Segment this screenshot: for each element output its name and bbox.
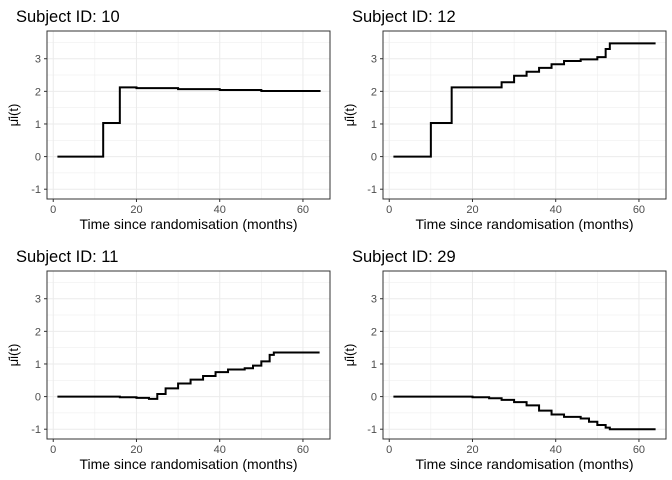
y-tick-label: 3 bbox=[35, 54, 41, 66]
x-tick-label: 0 bbox=[50, 444, 56, 456]
x-tick-label: 60 bbox=[633, 444, 645, 456]
x-tick-label: 20 bbox=[466, 444, 478, 456]
y-tick-label: 3 bbox=[371, 294, 377, 306]
x-tick-label: 60 bbox=[633, 204, 645, 216]
y-tick-label: -1 bbox=[367, 424, 377, 436]
y-tick-label: 0 bbox=[371, 152, 377, 164]
chart-svg: Subject ID: 12 0 20 40 60 -1 0 1 2 3 Time since ra… bbox=[342, 8, 667, 232]
y-tick-label: 3 bbox=[35, 294, 41, 306]
x-tick-label: 60 bbox=[297, 204, 309, 216]
gridlines bbox=[383, 31, 666, 199]
y-tick-label: 1 bbox=[35, 119, 41, 131]
x-tick-label: 40 bbox=[214, 204, 226, 216]
y-axis-label: μ̂i(t) bbox=[6, 344, 21, 367]
panel-subject-10: Subject ID: 10 0 20 40 60 -1 0 1 2 3 Time since ra… bbox=[0, 0, 336, 240]
x-tick-label: 0 bbox=[386, 204, 392, 216]
y-tick-label: 2 bbox=[35, 326, 41, 338]
panel-border bbox=[46, 270, 331, 440]
series-line bbox=[393, 395, 656, 431]
y-tick-label: -1 bbox=[31, 184, 41, 196]
chart-title: Subject ID: 12 bbox=[352, 8, 456, 26]
x-tick-label: 40 bbox=[550, 204, 562, 216]
chart-svg: Subject ID: 10 0 20 40 60 -1 0 1 2 3 Time since ra… bbox=[6, 8, 331, 232]
chart-svg: Subject ID: 29 0 20 40 60 -1 0 1 2 3 Time since ra… bbox=[342, 248, 667, 472]
gridlines bbox=[383, 271, 666, 439]
x-axis-label: Time since randomisation (months) bbox=[415, 216, 633, 232]
x-tick-label: 0 bbox=[386, 444, 392, 456]
chart-title: Subject ID: 10 bbox=[16, 8, 120, 26]
y-tick-label: 0 bbox=[35, 152, 41, 164]
chart-svg: Subject ID: 11 0 20 40 60 -1 0 1 2 3 Time since ra… bbox=[6, 248, 331, 472]
panel-subject-11: Subject ID: 11 0 20 40 60 -1 0 1 2 3 Time since ra… bbox=[0, 240, 336, 480]
y-axis-label: μ̂i(t) bbox=[6, 104, 21, 127]
panel-subject-12: Subject ID: 12 0 20 40 60 -1 0 1 2 3 Time since ra… bbox=[336, 0, 672, 240]
y-tick-label: 0 bbox=[371, 392, 377, 404]
x-axis-label: Time since randomisation (months) bbox=[79, 216, 297, 232]
y-tick-label: 0 bbox=[35, 392, 41, 404]
x-tick-label: 60 bbox=[297, 444, 309, 456]
gridlines bbox=[47, 271, 330, 439]
x-tick-label: 20 bbox=[130, 204, 142, 216]
series-line bbox=[57, 351, 320, 400]
y-tick-label: 2 bbox=[371, 86, 377, 98]
y-tick-label: 1 bbox=[371, 359, 377, 371]
y-tick-label: 1 bbox=[371, 119, 377, 131]
y-tick-label: 2 bbox=[35, 86, 41, 98]
y-tick-label: 1 bbox=[35, 359, 41, 371]
series-line bbox=[393, 42, 656, 158]
x-tick-label: 40 bbox=[214, 444, 226, 456]
y-tick-label: -1 bbox=[367, 184, 377, 196]
series-line bbox=[57, 86, 321, 158]
panel-border bbox=[46, 30, 331, 200]
y-tick-label: -1 bbox=[31, 424, 41, 436]
y-tick-label: 3 bbox=[371, 54, 377, 66]
panel-border bbox=[382, 270, 667, 440]
x-tick-label: 20 bbox=[466, 204, 478, 216]
gridlines bbox=[47, 31, 330, 199]
x-tick-label: 0 bbox=[50, 204, 56, 216]
y-axis-label: μ̂i(t) bbox=[342, 344, 357, 367]
y-tick-label: 2 bbox=[371, 326, 377, 338]
chart-title: Subject ID: 11 bbox=[16, 248, 118, 266]
panel-subject-29: Subject ID: 29 0 20 40 60 -1 0 1 2 3 Time since ra… bbox=[336, 240, 672, 480]
x-axis-label: Time since randomisation (months) bbox=[79, 456, 297, 472]
x-tick-label: 40 bbox=[550, 444, 562, 456]
x-axis-label: Time since randomisation (months) bbox=[415, 456, 633, 472]
x-tick-label: 20 bbox=[130, 444, 142, 456]
chart-title: Subject ID: 29 bbox=[352, 248, 456, 266]
y-axis-label: μ̂i(t) bbox=[342, 104, 357, 127]
panel-border bbox=[382, 30, 667, 200]
